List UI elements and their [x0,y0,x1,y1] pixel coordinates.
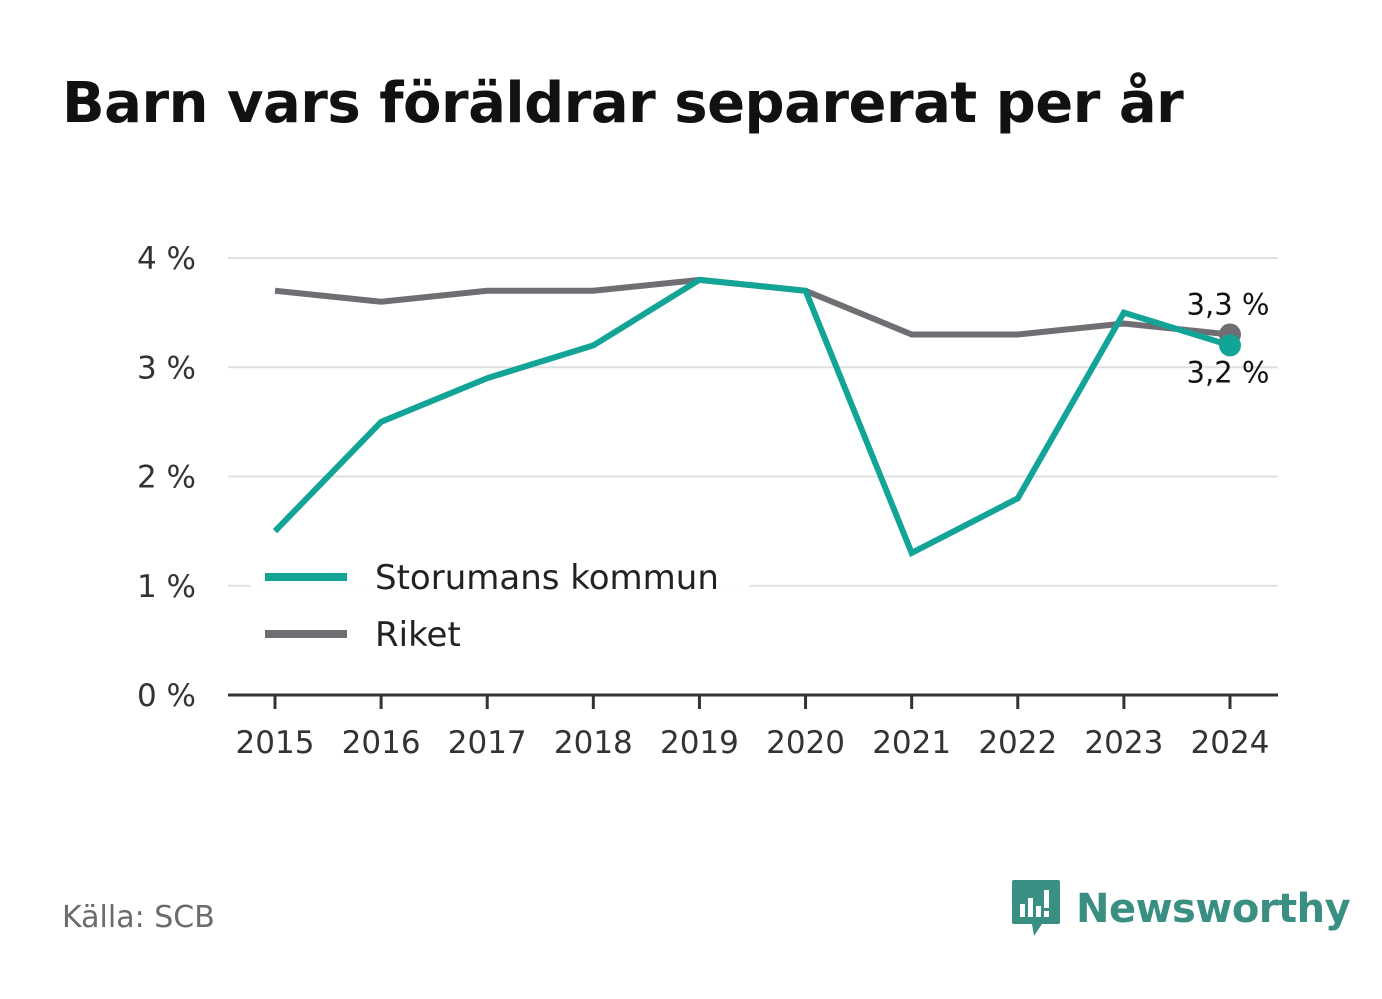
chart-title: Barn vars föräldrar separerat per år [62,71,1184,136]
end-point-storumans-kommun [1219,334,1241,357]
x-tick-label: 2016 [342,725,421,761]
y-tick-label: 2 % [137,460,196,496]
x-tick-label: 2019 [660,725,739,761]
legend-label: Storumans kommun [375,558,719,598]
y-tick-label: 3 % [137,350,196,386]
end-label-storumans-kommun: 3,2 % [1187,355,1270,389]
brand-logo: Newsworthy [1010,878,1351,940]
x-axis-ticks: 2015 2016 2017 2018 2019 2020 2021 2022 2023 2024 [236,695,1270,761]
brand-name: Newsworthy [1076,886,1351,932]
newsworthy-logo-icon [1012,880,1060,936]
x-tick-label: 2023 [1084,725,1163,761]
x-tick-label: 2015 [236,725,315,761]
legend: Storumans kommun Riket [250,540,750,658]
x-tick-label: 2020 [766,725,845,761]
legend-background [250,540,750,658]
source-note: Källa: SCB [62,900,215,935]
series [272,276,1241,558]
end-labels: 3,3 % 3,2 % [1187,287,1270,389]
x-tick-label: 2021 [872,725,951,761]
y-tick-label: 1 % [137,569,196,605]
x-tick-label: 2017 [448,725,527,761]
end-label-riket: 3,3 % [1187,287,1270,321]
series-line-storumans-kommun [272,276,1231,558]
legend-label: Riket [375,615,461,655]
x-tick-label: 2018 [554,725,633,761]
y-axis-ticks: 0 % 1 % 2 % 3 % 4 % [137,241,196,714]
y-tick-label: 4 % [137,241,196,277]
x-tick-label: 2024 [1191,725,1270,761]
x-tick-label: 2022 [978,725,1057,761]
y-tick-label: 0 % [137,678,196,714]
